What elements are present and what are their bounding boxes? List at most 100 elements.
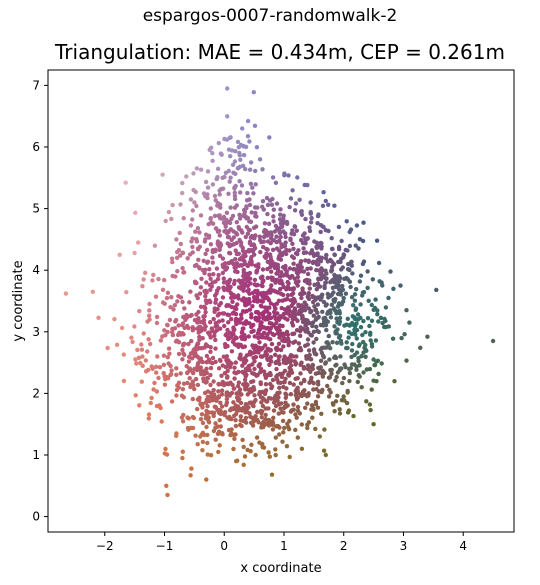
scatter-point (321, 448, 327, 453)
scatter-point (180, 180, 185, 186)
scatter-point (233, 411, 239, 417)
scatter-point (250, 185, 255, 190)
scatter-point (63, 291, 69, 296)
scatter-point (210, 355, 216, 361)
scatter-point (199, 371, 204, 377)
scatter-point (257, 234, 262, 239)
scatter-point (197, 291, 203, 296)
scatter-point (326, 375, 332, 380)
scatter-point (259, 291, 264, 296)
scatter-point (280, 418, 286, 424)
scatter-point (258, 321, 263, 327)
scatter-point (208, 349, 213, 354)
scatter-point (252, 123, 258, 128)
scatter-point (286, 173, 291, 178)
scatter-point (332, 203, 337, 208)
scatter-point (287, 204, 292, 210)
scatter-point (165, 492, 170, 498)
scatter-point (278, 212, 283, 217)
scatter-point (214, 328, 220, 333)
scatter-point (354, 367, 359, 372)
scatter-point (299, 295, 304, 301)
scatter-point (233, 311, 239, 317)
scatter-point (338, 354, 343, 359)
scatter-point (205, 404, 210, 409)
scatter-point (243, 302, 249, 307)
scatter-point (156, 276, 161, 282)
scatter-point (313, 371, 319, 376)
scatter-point (247, 367, 252, 373)
scatter-point (281, 250, 287, 255)
scatter-point (324, 252, 329, 258)
scatter-point (308, 220, 314, 225)
scatter-point (273, 447, 278, 452)
scatter-point (232, 190, 237, 195)
scatter-point (343, 291, 349, 296)
scatter-point (202, 270, 207, 276)
scatter-point (171, 307, 176, 312)
scatter-point (296, 248, 301, 253)
scatter-point (280, 371, 285, 376)
scatter-point (266, 395, 272, 401)
scatter-point (165, 355, 170, 360)
scatter-point (177, 330, 182, 335)
scatter-point (348, 284, 353, 290)
scatter-point (344, 219, 349, 224)
scatter-point (207, 282, 213, 288)
scatter-point (340, 265, 345, 270)
scatter-point (141, 331, 146, 336)
scatter-point (196, 330, 201, 335)
scatter-point (153, 364, 159, 369)
scatter-point (265, 275, 270, 281)
scatter-point (275, 373, 280, 378)
scatter-point (148, 341, 153, 347)
scatter-point (216, 319, 222, 324)
scatter-point (281, 213, 286, 218)
scatter-point (345, 267, 351, 272)
scatter-point (237, 355, 242, 360)
scatter-point (207, 267, 212, 272)
scatter-point (249, 329, 254, 335)
scatter-point (162, 328, 167, 333)
scatter-point (181, 270, 186, 275)
scatter-point (196, 265, 202, 270)
scatter-point (234, 317, 239, 322)
scatter-point (161, 353, 167, 358)
scatter-point (242, 259, 247, 264)
scatter-point (342, 323, 347, 328)
scatter-point (206, 357, 212, 362)
scatter-point (336, 335, 342, 340)
scatter-point (305, 271, 311, 277)
scatter-point (202, 304, 207, 309)
scatter-point (234, 407, 239, 412)
scatter-point (320, 374, 326, 379)
scatter-point (371, 357, 376, 362)
scatter-point (226, 336, 231, 342)
scatter-point (323, 303, 328, 308)
scatter-point (146, 412, 152, 417)
scatter-point (263, 382, 269, 387)
scatter-point (354, 287, 359, 292)
scatter-point (283, 400, 288, 405)
scatter-point (260, 299, 265, 304)
scatter-point (233, 269, 238, 274)
scatter-point (276, 354, 281, 360)
scatter-point (249, 420, 254, 425)
scatter-point (243, 234, 248, 240)
scatter-point (345, 390, 350, 395)
scatter-point (281, 333, 286, 338)
scatter-point (224, 303, 229, 309)
scatter-point (242, 211, 247, 217)
scatter-point (308, 309, 313, 314)
scatter-point (325, 259, 331, 264)
scatter-point (237, 150, 242, 156)
scatter-point (346, 408, 352, 413)
scatter-point (303, 258, 308, 263)
scatter-point (232, 370, 237, 375)
scatter-point (190, 244, 195, 250)
scatter-point (221, 280, 227, 285)
scatter-point (135, 347, 140, 353)
scatter-point (282, 307, 287, 312)
scatter-point (224, 210, 230, 215)
scatter-point (186, 416, 191, 421)
